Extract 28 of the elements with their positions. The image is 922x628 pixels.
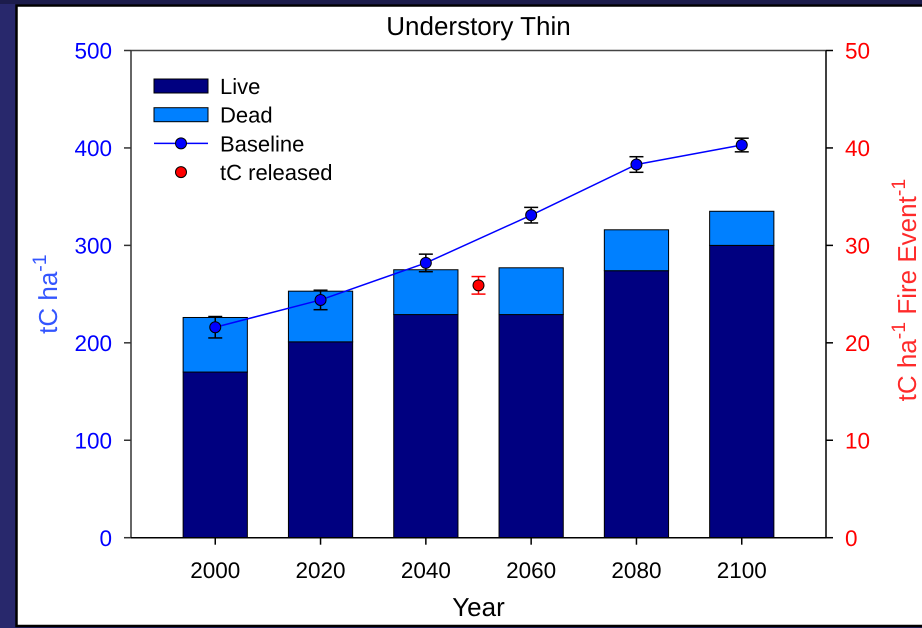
y-tick-label: 0 [99, 526, 112, 551]
x-tick-label: 2060 [506, 558, 556, 583]
x-tick-label: 2080 [611, 558, 662, 583]
legend-label: Baseline [220, 131, 304, 156]
y2-tick-label: 0 [845, 526, 858, 551]
x-axis-title: Year [452, 592, 506, 622]
x-tick-label: 2040 [400, 558, 451, 583]
legend-label: Live [220, 74, 260, 99]
x-tick-label: 2020 [296, 558, 346, 583]
point [420, 256, 432, 269]
chart-title: Understory Thin [386, 11, 571, 41]
y-tick-label: 200 [74, 330, 112, 356]
y2-tick-label: 20 [845, 330, 870, 356]
x-tick-label: 2100 [716, 558, 767, 583]
point [209, 321, 222, 334]
y2-tick-label: 40 [845, 136, 870, 162]
y-tick-label: 400 [74, 136, 112, 162]
y-tick-label: 500 [74, 38, 112, 64]
y-tick-label: 300 [74, 233, 112, 258]
x-tick-label: 2000 [190, 558, 240, 583]
legend-label: tC released [220, 160, 333, 186]
y2-tick-label: 50 [845, 38, 870, 64]
y-tick-label: 100 [74, 428, 112, 454]
point [314, 294, 327, 306]
y2-tick-label: 30 [845, 233, 870, 258]
point [630, 158, 642, 171]
y2-tick-label: 10 [845, 428, 870, 454]
legend-label: Dead [220, 102, 273, 128]
